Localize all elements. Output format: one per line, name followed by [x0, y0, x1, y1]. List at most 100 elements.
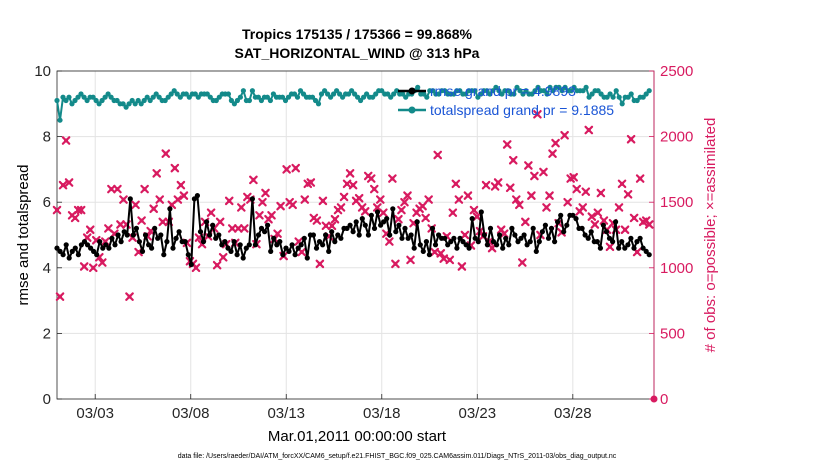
- x-axis-ticks: 03/03 03/08 03/13 03/18 03/23 03/28: [76, 394, 592, 422]
- totalspread-point: [132, 101, 138, 107]
- totalspread-point: [78, 91, 84, 97]
- totalspread-point: [279, 94, 286, 100]
- rmse-point: [384, 216, 390, 222]
- totalspread-point: [373, 91, 379, 97]
- obs-marker-dot: [589, 214, 594, 219]
- obs-marker-dot: [139, 218, 144, 223]
- y-left-tick-label: 8: [43, 129, 51, 146]
- rmse-point: [536, 239, 542, 245]
- rmse-point: [176, 229, 182, 235]
- rmse-point: [402, 225, 408, 231]
- rmse-point: [603, 229, 610, 235]
- x-tick-label: 03/23: [459, 405, 497, 422]
- obs-marker-dot: [332, 217, 337, 222]
- chart-title: Tropics 175135 / 175366 = 99.868%: [242, 26, 473, 42]
- obs-marker-dot: [462, 233, 467, 237]
- totalspread-point: [334, 88, 340, 94]
- rmse-point: [396, 222, 402, 228]
- rmse-point: [280, 252, 286, 258]
- rmse-point: [191, 196, 197, 202]
- totalspread-point: [643, 91, 649, 97]
- rmse-point: [436, 232, 442, 238]
- y-right-tick-label: 500: [660, 325, 685, 342]
- rmse-point: [335, 232, 341, 238]
- totalspread-point: [646, 88, 652, 94]
- obs-marker-dot: [109, 187, 114, 192]
- totalspread-point: [457, 88, 463, 94]
- rmse-point: [84, 242, 91, 248]
- rmse-point: [133, 225, 139, 231]
- rmse-point: [271, 235, 277, 241]
- rmse-point: [625, 242, 631, 248]
- obs-marker-dot: [508, 185, 513, 190]
- obs-marker-dot: [221, 255, 226, 260]
- obs-marker-dot: [339, 205, 344, 210]
- rmse-point: [426, 252, 432, 258]
- obs-marker-dot: [595, 210, 600, 215]
- rmse-point: [130, 232, 136, 238]
- obs-marker-dot: [314, 218, 319, 223]
- totalspread-point: [246, 97, 252, 104]
- totalspread-point: [99, 97, 105, 104]
- rmse-point: [478, 209, 484, 215]
- rmse-point: [466, 245, 472, 251]
- rmse-point: [142, 232, 149, 238]
- obs-marker-dot: [381, 210, 386, 215]
- obs-marker-dot: [550, 151, 555, 156]
- rmse-point: [228, 248, 234, 254]
- obs-marker-dot: [88, 227, 93, 232]
- rmse-point: [579, 225, 585, 231]
- rmse-point: [497, 232, 503, 238]
- rmse-point: [374, 209, 381, 215]
- rmse-point: [188, 261, 194, 268]
- rmse-point: [585, 235, 591, 241]
- totalspread-point: [57, 117, 63, 123]
- obs-marker-dot: [544, 205, 549, 210]
- totalspread-point: [294, 94, 301, 100]
- obs-marker-dot: [459, 264, 464, 269]
- obs-marker-dot: [73, 215, 78, 220]
- totalspread-point: [595, 88, 601, 94]
- obs-marker-dot: [230, 226, 235, 231]
- totalspread-point: [547, 84, 553, 90]
- obs-marker-dot: [302, 197, 307, 202]
- totalspread-point: [520, 91, 526, 97]
- totalspread-point: [207, 94, 213, 100]
- obs-marker-dot: [420, 204, 425, 209]
- obs-marker-dot: [260, 200, 265, 205]
- rmse-point: [301, 235, 307, 241]
- obs-marker-dot: [115, 187, 120, 192]
- totalspread-point: [322, 88, 328, 94]
- totalspread-point: [484, 88, 490, 94]
- rmse-point: [75, 252, 81, 258]
- obs-marker-dot: [465, 193, 470, 198]
- rmse-point: [344, 225, 350, 231]
- totalspread-point: [141, 97, 147, 104]
- obs-marker-dot: [345, 181, 350, 186]
- totalspread-point: [613, 88, 619, 94]
- y-left-tick-label: 10: [34, 63, 51, 80]
- obs-marker-dot: [320, 198, 325, 203]
- rmse-point: [106, 245, 112, 251]
- rmse-point: [60, 252, 66, 258]
- rmse-point: [222, 239, 228, 245]
- rmse-point: [268, 248, 274, 254]
- obs-marker-dot: [236, 226, 241, 231]
- totalspread-point: [174, 91, 180, 97]
- totalspread-point: [472, 88, 478, 94]
- rmse-point: [213, 235, 219, 241]
- totalspread-point: [309, 94, 316, 100]
- obs-marker-dot: [511, 158, 516, 163]
- obs-marker-dot: [547, 193, 552, 198]
- totalspread-point: [240, 88, 246, 94]
- totalspread-point: [258, 97, 264, 104]
- totalspread-point: [108, 94, 114, 100]
- obs-marker-dot: [278, 204, 283, 209]
- rmse-point: [500, 245, 506, 251]
- totalspread-point: [312, 97, 319, 104]
- totalspread-point: [156, 94, 162, 100]
- obs-marker-dot: [239, 205, 244, 210]
- obs-marker-dot: [623, 227, 628, 232]
- rmse-point: [234, 252, 240, 258]
- totalspread-point: [451, 91, 457, 97]
